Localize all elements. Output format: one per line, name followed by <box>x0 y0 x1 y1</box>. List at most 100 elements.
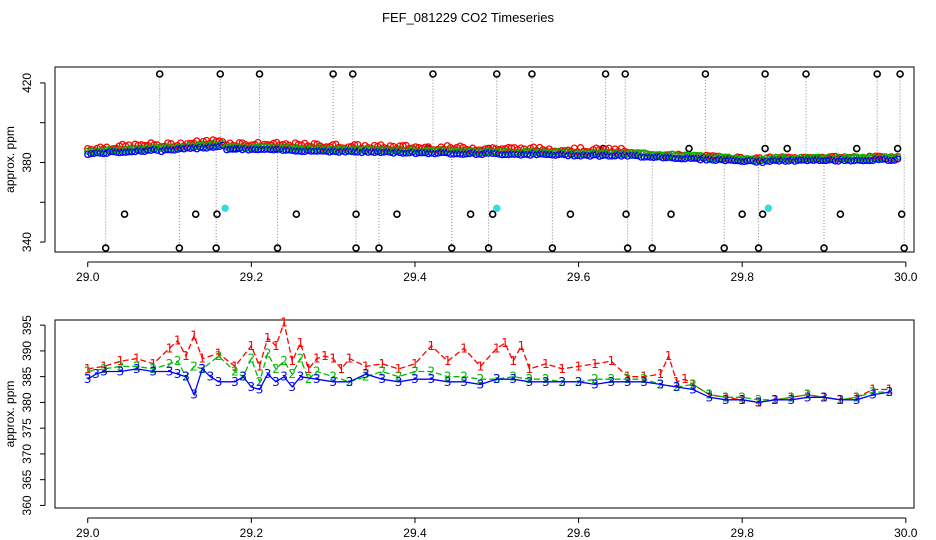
outlier-point <box>566 210 575 219</box>
series-marker: 2 <box>869 385 877 399</box>
y-tick-label: 420 <box>20 73 34 93</box>
outlier-high-point <box>802 70 810 78</box>
x-tick-label: 30.0 <box>894 270 918 284</box>
series-marker: 1 <box>542 357 550 371</box>
series-marker: 1 <box>100 359 108 373</box>
series-marker: 2 <box>591 372 599 386</box>
outlier-high-point <box>348 70 357 78</box>
outlier-point <box>466 210 475 219</box>
y-tick-label: 395 <box>20 315 34 335</box>
plot-frame <box>54 319 915 509</box>
series-marker: 3 <box>738 393 746 407</box>
series-marker: 1 <box>460 341 468 355</box>
series-marker: 3 <box>428 372 436 386</box>
series-marker: 2 <box>215 349 223 363</box>
series-marker: 1 <box>182 349 190 363</box>
outlier-high-point <box>873 70 881 78</box>
series-marker: 1 <box>444 354 452 368</box>
series-marker: 1 <box>231 359 239 373</box>
outlier-point <box>488 210 497 219</box>
point-blue <box>219 141 227 150</box>
y-tick-label: 375 <box>20 418 34 438</box>
series-marker: 3 <box>444 375 452 389</box>
series-marker: 1 <box>681 372 689 386</box>
outlier-low-point <box>900 244 908 252</box>
series-marker: 1 <box>117 354 125 368</box>
series-marker: 1 <box>428 339 436 353</box>
series-marker: 3 <box>264 367 272 381</box>
x-axis: 29.0 29.2 29.4 29.6 29.8 30.0 <box>76 517 918 540</box>
outlier-point <box>352 210 360 219</box>
outlier-low-point <box>648 244 657 252</box>
series-marker: 3 <box>239 370 247 384</box>
series-marker: 3 <box>640 375 648 389</box>
outlier-point <box>897 210 906 219</box>
series-marker: 2 <box>722 390 730 404</box>
outlier-high-point <box>329 70 337 78</box>
series-marker: 3 <box>722 393 730 407</box>
outlier-high-point <box>701 70 710 78</box>
series-marker: 1 <box>624 370 632 384</box>
series-marker: 2 <box>174 354 182 368</box>
outlier-point <box>685 144 693 153</box>
series-marker: 3 <box>624 375 632 389</box>
outlier-point <box>783 144 791 153</box>
y-tick-label: 380 <box>20 392 34 412</box>
y-tick-label: 385 <box>20 366 34 386</box>
outlier-high-point <box>216 70 225 78</box>
series-marker: 2 <box>248 352 256 366</box>
series-marker: 2 <box>428 365 436 379</box>
y-tick-label: 360 <box>20 495 34 515</box>
series-marker: 2 <box>738 390 746 404</box>
series-marker: 2 <box>689 377 697 391</box>
series-marker: 2 <box>100 362 108 376</box>
series-marker: 1 <box>166 341 174 355</box>
series-marker: 3 <box>706 390 714 404</box>
outlier-high-point <box>429 70 437 78</box>
series-marker: 2 <box>133 359 141 373</box>
series-marker: 3 <box>174 367 182 381</box>
y-tick-label: 340 <box>20 232 34 252</box>
cyan-point <box>493 204 501 212</box>
outlier-low-point <box>548 244 557 252</box>
series-marker: 3 <box>272 375 280 389</box>
series-marker: 1 <box>280 316 288 330</box>
series-marker: 1 <box>174 334 182 348</box>
x-tick-label: 30.0 <box>894 526 918 540</box>
point-red <box>310 140 318 148</box>
point-green <box>153 143 161 152</box>
series-marker: 3 <box>787 393 795 407</box>
outlier-low-point <box>175 244 184 252</box>
outlier-point <box>836 210 845 219</box>
series-line <box>87 351 890 401</box>
series-marker: 3 <box>198 362 206 376</box>
series-marker: 1 <box>591 357 599 371</box>
outlier-point <box>893 144 902 153</box>
series-marker: 3 <box>755 395 763 409</box>
series-marker: 3 <box>207 370 215 384</box>
series-marker: 1 <box>305 362 313 376</box>
series-marker: 1 <box>329 352 337 366</box>
series-marker: 2 <box>755 393 763 407</box>
x-tick-label: 29.2 <box>240 270 264 284</box>
outlier-high-point <box>896 70 904 78</box>
series-marker: 3 <box>362 367 370 381</box>
series-marker: 1 <box>493 341 501 355</box>
series-marker: 3 <box>460 375 468 389</box>
x-tick-label: 29.6 <box>567 526 591 540</box>
series-marker: 2 <box>313 365 321 379</box>
series-marker: 1 <box>526 362 534 376</box>
series-marker: 2 <box>542 372 550 386</box>
series-marker: 2 <box>272 362 280 376</box>
point-green <box>624 150 632 158</box>
point-green <box>893 152 902 161</box>
series-marker: 3 <box>771 393 779 407</box>
cyan-point <box>764 204 773 212</box>
panel-1: 29.0 29.2 29.4 29.6 29.8 30.0 340 380 420 approx.… <box>3 66 918 284</box>
series-marker: 1 <box>722 390 730 404</box>
series-marker: 2 <box>378 365 386 379</box>
point-blue <box>893 155 902 163</box>
series-marker: 2 <box>305 372 313 386</box>
cyan-point <box>221 204 229 212</box>
